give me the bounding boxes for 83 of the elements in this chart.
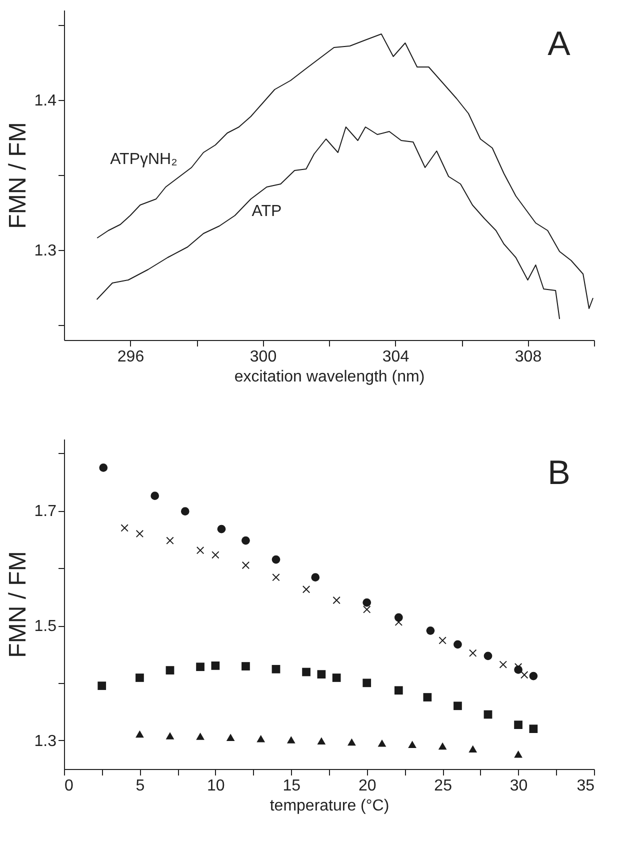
x-tick-label: 5 — [136, 778, 145, 794]
point — [166, 666, 174, 674]
point — [242, 536, 250, 545]
point — [98, 682, 106, 690]
point — [311, 573, 320, 582]
point — [136, 530, 144, 538]
point — [150, 492, 160, 500]
point — [272, 664, 280, 674]
point — [136, 674, 144, 682]
x-tick-label: 35 — [576, 778, 595, 794]
point — [394, 686, 403, 695]
point — [242, 561, 250, 570]
point — [426, 626, 435, 635]
x-tick-label: 30 — [510, 778, 528, 794]
point — [348, 738, 356, 746]
point — [468, 745, 478, 753]
point — [469, 649, 477, 657]
x-axis-title: temperature (°C) — [270, 798, 390, 814]
x-tick-label: 10 — [207, 778, 225, 794]
point — [302, 586, 310, 594]
series-label: ATP — [252, 203, 282, 220]
point — [454, 702, 462, 710]
point — [302, 668, 310, 676]
point — [211, 662, 220, 670]
y-tick-label: 1.4 — [34, 92, 57, 110]
point — [363, 606, 371, 614]
point — [484, 710, 492, 719]
x-tick-label: 15 — [282, 778, 301, 794]
point — [180, 507, 190, 516]
x-tick-label: 20 — [358, 778, 376, 794]
point — [520, 671, 528, 679]
point — [317, 737, 326, 744]
point — [196, 546, 204, 554]
x-tick-label: 25 — [434, 778, 452, 794]
point — [99, 464, 108, 472]
point — [242, 662, 250, 670]
y-tick-label: 1.3 — [34, 242, 57, 260]
point — [454, 640, 462, 649]
point — [438, 636, 446, 644]
line-series — [96, 34, 594, 309]
point — [212, 551, 220, 559]
x-tick-label: 296 — [117, 348, 144, 366]
point — [286, 736, 296, 744]
x-axis-title: excitation wavelength (nm) — [234, 368, 425, 386]
y-tick-label: 1.3 — [34, 732, 57, 750]
annotation: A — [548, 25, 571, 63]
point — [332, 674, 341, 682]
point — [332, 596, 340, 604]
point — [378, 740, 386, 747]
point — [529, 672, 538, 680]
point — [408, 740, 416, 748]
point — [272, 555, 280, 564]
annotation: B — [548, 454, 570, 492]
series-label: ATPγNH₂ — [110, 151, 178, 168]
point — [166, 536, 174, 544]
point — [423, 693, 432, 702]
point — [196, 662, 204, 672]
point — [362, 598, 372, 607]
point — [362, 678, 372, 688]
point — [514, 750, 522, 758]
point — [484, 652, 492, 660]
point — [196, 732, 204, 740]
x-tick-label: 300 — [250, 348, 277, 366]
point — [317, 670, 326, 678]
point — [256, 734, 266, 742]
point — [529, 724, 538, 734]
point — [166, 732, 174, 740]
y-tick-label: 1.7 — [34, 503, 57, 520]
x-tick-label: 308 — [514, 348, 542, 366]
y-axis-title: FMN / FM — [4, 122, 32, 229]
line-series — [96, 126, 560, 320]
x-tick-label: 304 — [382, 348, 410, 366]
x-tick-label: 0 — [64, 778, 74, 794]
point — [514, 720, 522, 729]
point — [226, 734, 235, 742]
point — [120, 524, 128, 532]
y-tick-label: 1.5 — [34, 618, 57, 636]
point — [272, 573, 280, 582]
point — [136, 730, 144, 738]
y-axis-title: FMN / FM — [4, 551, 32, 658]
point — [499, 660, 507, 668]
point — [438, 742, 447, 750]
point — [217, 524, 226, 534]
